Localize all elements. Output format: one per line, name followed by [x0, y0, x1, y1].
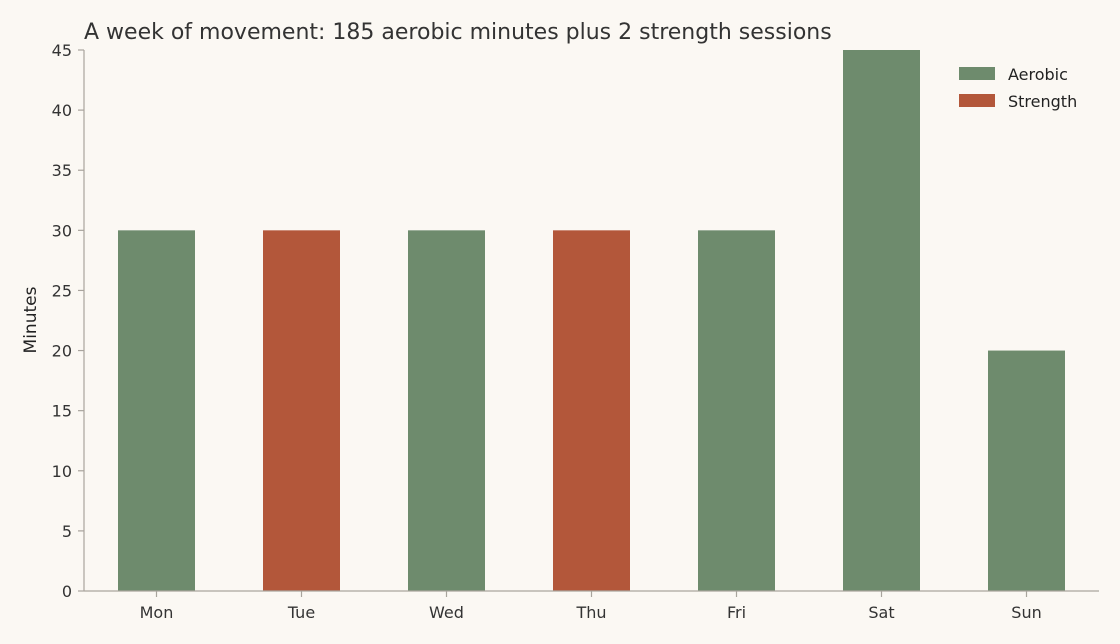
- y-tick-label: 15: [52, 402, 72, 421]
- x-tick-label-tue: Tue: [287, 603, 315, 622]
- legend-label-strength: Strength: [1008, 92, 1077, 111]
- legend-swatch-strength: [959, 94, 995, 107]
- x-tick-label-sat: Sat: [868, 603, 894, 622]
- x-tick-label-sun: Sun: [1011, 603, 1041, 622]
- y-tick-label: 30: [52, 221, 72, 240]
- bar-mon: [118, 230, 195, 592]
- y-tick-label: 40: [52, 101, 72, 120]
- bar-sun: [988, 350, 1065, 591]
- y-tick-label: 35: [52, 161, 72, 180]
- bar-tue: [263, 230, 340, 592]
- x-tick-label-fri: Fri: [727, 603, 746, 622]
- y-axis: 0 5 10 15 20 25 30 35 40 45: [52, 41, 84, 601]
- legend-swatch-aerobic: [959, 67, 995, 80]
- y-tick-label: 0: [62, 582, 72, 601]
- y-tick-label: 10: [52, 462, 72, 481]
- bar-fri: [698, 230, 775, 592]
- y-axis-title: Minutes: [21, 286, 41, 353]
- y-tick-label: 25: [52, 281, 72, 300]
- chart-title: A week of movement: 185 aerobic minutes …: [84, 20, 832, 45]
- bar-sat: [843, 50, 920, 591]
- bars-group: [118, 50, 1065, 592]
- y-tick-label: 45: [52, 41, 72, 60]
- x-tick-label-wed: Wed: [429, 603, 464, 622]
- x-tick-label-thu: Thu: [575, 603, 606, 622]
- bar-wed: [408, 230, 485, 592]
- x-tick-label-mon: Mon: [140, 603, 174, 622]
- y-tick-label: 20: [52, 342, 72, 361]
- legend-label-aerobic: Aerobic: [1008, 65, 1068, 84]
- bar-thu: [553, 230, 630, 592]
- x-axis: Mon Tue Wed Thu Fri Sat Sun: [140, 591, 1042, 622]
- y-tick-label: 5: [62, 522, 72, 541]
- legend: Aerobic Strength: [959, 65, 1077, 111]
